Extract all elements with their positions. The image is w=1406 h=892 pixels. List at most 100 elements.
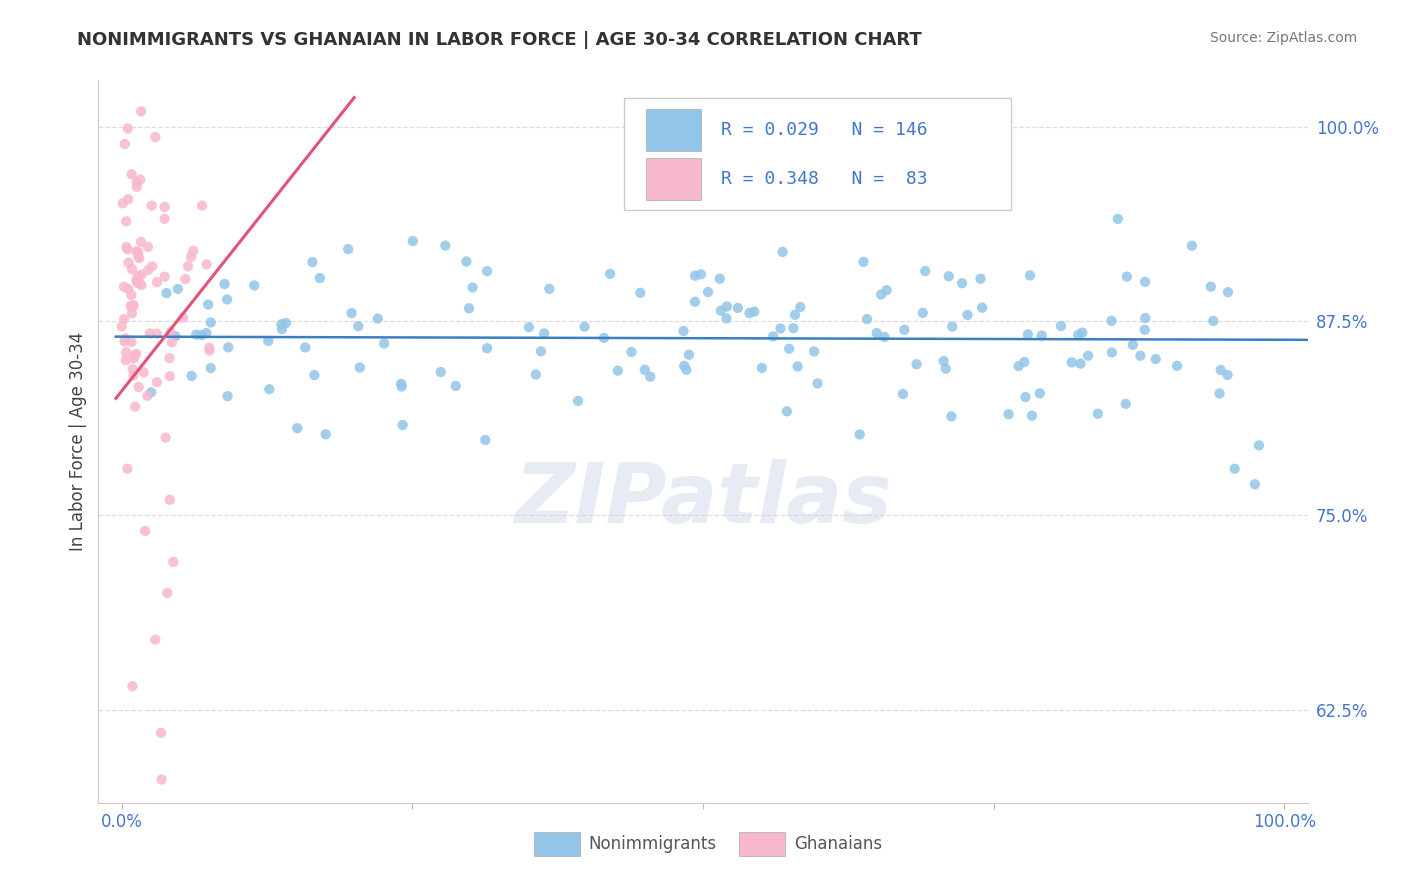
Point bbox=[349, 360, 371, 375]
Point bbox=[634, 363, 657, 377]
Point bbox=[117, 255, 139, 269]
Point bbox=[1019, 268, 1042, 283]
Point bbox=[141, 198, 163, 212]
Point bbox=[131, 268, 153, 282]
Point bbox=[122, 368, 145, 383]
Point bbox=[195, 257, 218, 271]
Point bbox=[786, 359, 808, 374]
Point bbox=[1223, 461, 1246, 475]
Point bbox=[941, 319, 963, 334]
Point bbox=[257, 334, 280, 348]
Point bbox=[270, 318, 292, 332]
Point bbox=[772, 244, 794, 259]
Point bbox=[1144, 352, 1167, 367]
Point bbox=[122, 298, 145, 312]
Point bbox=[285, 421, 308, 435]
Point bbox=[1133, 323, 1156, 337]
Point bbox=[128, 251, 150, 265]
Point bbox=[129, 172, 152, 186]
Point bbox=[1087, 407, 1109, 421]
Point bbox=[672, 324, 695, 338]
Point bbox=[180, 368, 202, 383]
Point bbox=[195, 326, 218, 340]
Point bbox=[120, 288, 142, 302]
Point bbox=[243, 278, 266, 293]
Point bbox=[950, 277, 973, 291]
Point bbox=[125, 179, 148, 194]
Point bbox=[1115, 397, 1137, 411]
Point bbox=[117, 192, 139, 206]
Point bbox=[121, 300, 143, 314]
FancyBboxPatch shape bbox=[740, 832, 785, 855]
Point bbox=[932, 354, 955, 368]
Point bbox=[177, 259, 200, 273]
Point bbox=[143, 632, 166, 647]
Point bbox=[710, 303, 733, 318]
Point bbox=[941, 409, 963, 424]
Point bbox=[112, 279, 135, 293]
Point bbox=[1014, 355, 1036, 369]
Text: Nonimmigrants: Nonimmigrants bbox=[588, 835, 716, 853]
Point bbox=[1122, 338, 1144, 352]
Point bbox=[217, 389, 239, 403]
Point bbox=[593, 331, 616, 345]
Point bbox=[1129, 349, 1152, 363]
Point bbox=[475, 341, 498, 355]
Point bbox=[146, 326, 169, 341]
Point bbox=[115, 240, 138, 254]
Point bbox=[956, 308, 979, 322]
Point bbox=[1199, 279, 1222, 293]
Point bbox=[153, 200, 176, 214]
Point bbox=[141, 260, 163, 274]
Point bbox=[191, 198, 214, 212]
Point bbox=[738, 306, 761, 320]
Point bbox=[806, 376, 828, 391]
Point bbox=[1133, 275, 1156, 289]
Point bbox=[430, 365, 453, 379]
Point bbox=[458, 301, 481, 316]
Point bbox=[782, 321, 804, 335]
Point bbox=[533, 326, 555, 341]
Point bbox=[117, 461, 139, 475]
Point bbox=[125, 347, 148, 361]
Point bbox=[391, 379, 413, 393]
Point bbox=[769, 321, 792, 335]
Point bbox=[1181, 238, 1204, 252]
Text: ZIPatlas: ZIPatlas bbox=[515, 458, 891, 540]
Point bbox=[1077, 349, 1099, 363]
Point bbox=[538, 282, 561, 296]
Point bbox=[1101, 314, 1123, 328]
Point bbox=[141, 385, 163, 400]
Point bbox=[114, 334, 136, 349]
Point bbox=[271, 322, 294, 336]
Point bbox=[155, 431, 177, 445]
Point bbox=[159, 351, 181, 365]
Point bbox=[197, 297, 219, 311]
Text: R = 0.348   N =  83: R = 0.348 N = 83 bbox=[721, 170, 928, 188]
Point bbox=[373, 336, 395, 351]
Point bbox=[914, 264, 936, 278]
Point bbox=[150, 772, 173, 787]
Point bbox=[716, 311, 738, 326]
Point bbox=[117, 243, 139, 257]
Point bbox=[434, 238, 457, 252]
Point bbox=[762, 329, 785, 343]
Point bbox=[856, 312, 879, 326]
Point bbox=[697, 285, 720, 299]
Point bbox=[200, 361, 222, 376]
Point bbox=[162, 555, 184, 569]
Point bbox=[181, 244, 204, 258]
Point bbox=[778, 342, 800, 356]
Point bbox=[1247, 438, 1270, 452]
Point bbox=[127, 245, 149, 260]
Point bbox=[122, 351, 145, 366]
Point bbox=[402, 234, 425, 248]
Point bbox=[136, 263, 159, 277]
Point bbox=[803, 344, 825, 359]
Point bbox=[146, 275, 169, 289]
Point bbox=[121, 679, 143, 693]
Point bbox=[136, 389, 159, 403]
Point bbox=[1202, 314, 1225, 328]
Point bbox=[122, 349, 145, 363]
Point bbox=[159, 325, 181, 339]
